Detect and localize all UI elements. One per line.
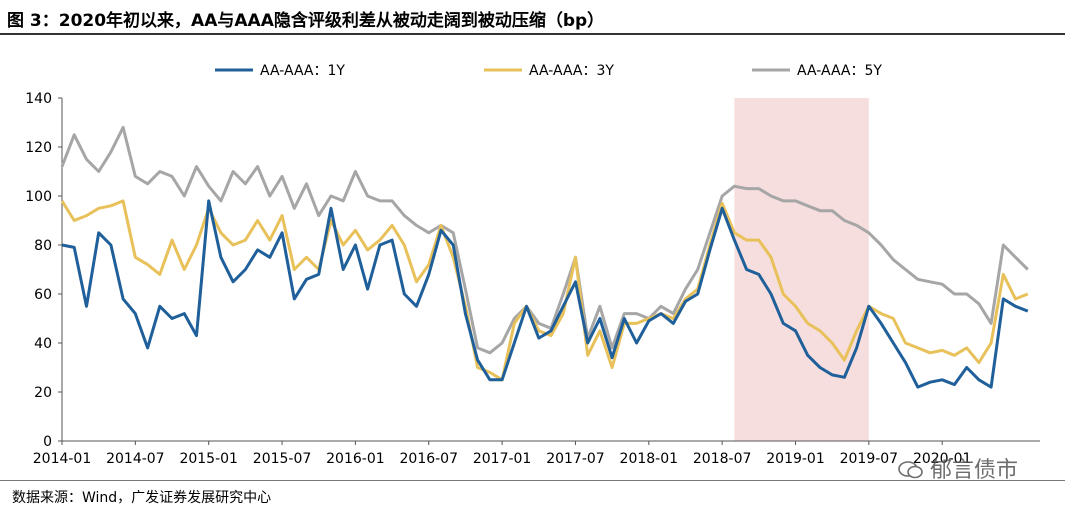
legend-label-5y: AA-AAA：5Y <box>797 63 882 79</box>
watermark: 郁言债市 <box>898 452 1018 484</box>
x-tick-label: 2016-01 <box>326 451 385 467</box>
y-tick-label: 120 <box>25 140 52 156</box>
x-tick-label: 2020-01 <box>913 451 972 467</box>
legend-label-3y: AA-AAA：3Y <box>529 63 614 79</box>
x-tick-label: 2018-01 <box>620 451 679 467</box>
x-tick-label: 2017-01 <box>473 451 532 467</box>
footer-divider <box>0 480 1065 481</box>
watermark-text: 郁言债市 <box>930 458 1019 483</box>
line-chart: 0 20 40 60 80 100 120 140 2014-01 2014-07 2015-01 2… <box>25 63 1040 467</box>
x-tick-label: 2016-07 <box>400 451 459 467</box>
x-tick-label: 2019-07 <box>840 451 899 467</box>
y-tick-label: 100 <box>25 189 52 205</box>
x-tick-label: 2014-01 <box>33 451 92 467</box>
y-tick-label: 20 <box>34 385 52 401</box>
y-tick-label: 60 <box>34 287 52 303</box>
title-divider <box>0 33 1065 35</box>
source-note: 数据来源：Wind，广发证券发展研究中心 <box>12 490 272 506</box>
legend-label-1y: AA-AAA：1Y <box>260 63 345 79</box>
x-tick-label: 2017-07 <box>546 451 605 467</box>
series-line-1y <box>61 199 1029 389</box>
y-tick-label: 140 <box>25 91 52 107</box>
x-tick-label: 2015-01 <box>179 451 238 467</box>
x-tick-label: 2015-07 <box>253 451 312 467</box>
figure-title: 图 3：2020年初以来，AA与AAA隐含评级利差从被动走阔到被动压缩（bp） <box>7 11 605 31</box>
figure-title-bar: 图 3：2020年初以来，AA与AAA隐含评级利差从被动走阔到被动压缩（bp） <box>0 0 1065 35</box>
y-tick-label: 0 <box>43 434 52 450</box>
wechat-icon <box>898 461 923 479</box>
y-tick-label: 40 <box>34 336 52 352</box>
x-tick-label: 2018-07 <box>693 451 752 467</box>
y-tick-label: 80 <box>34 238 52 254</box>
highlight-band <box>734 98 869 441</box>
series-line-5y <box>60 125 1029 355</box>
x-tick-label: 2014-07 <box>106 451 165 467</box>
x-tick-label: 2019-01 <box>766 451 825 467</box>
